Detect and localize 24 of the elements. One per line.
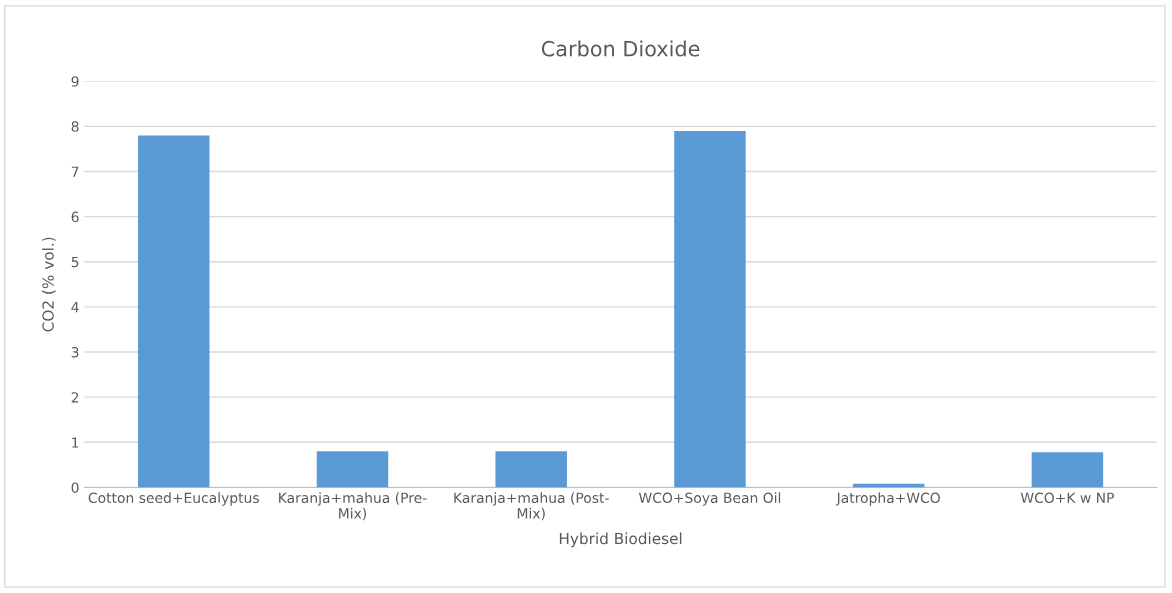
y-axis-title: CO2 (% vol.) — [42, 237, 56, 332]
y-tick-label: 6 — [71, 211, 79, 223]
bar — [1031, 452, 1104, 488]
x-axis-title: Hybrid Biodiesel — [559, 532, 682, 548]
y-tick-label: 2 — [71, 392, 79, 403]
y-tick-label: 9 — [71, 76, 79, 87]
x-tick-label: WCO+Soya Bean Oil — [638, 492, 781, 506]
bar — [316, 451, 389, 488]
x-tick-label: Karanja+mahua (Pre-Mix) — [279, 492, 427, 521]
bar — [495, 451, 567, 488]
y-tick-label: 3 — [71, 347, 79, 358]
bar — [674, 130, 746, 488]
bar — [138, 135, 210, 488]
x-tick-label: Jatropha+WCO — [835, 492, 940, 506]
x-tick-label: WCO+K w NP — [1020, 492, 1114, 504]
x-tick-label: Karanja+mahua (Post-Mix) — [454, 492, 609, 521]
y-tick-label: 8 — [71, 121, 79, 132]
y-tick-label: 7 — [71, 166, 79, 177]
y-tick-label: 0 — [71, 482, 79, 493]
chart-title: Carbon Dioxide — [541, 40, 700, 57]
x-tick-label: Cotton seed+Eucalyptus — [88, 492, 259, 506]
y-tick-label: 5 — [71, 256, 79, 268]
y-tick-label: 4 — [71, 302, 79, 313]
y-tick-label: 1 — [72, 437, 79, 448]
